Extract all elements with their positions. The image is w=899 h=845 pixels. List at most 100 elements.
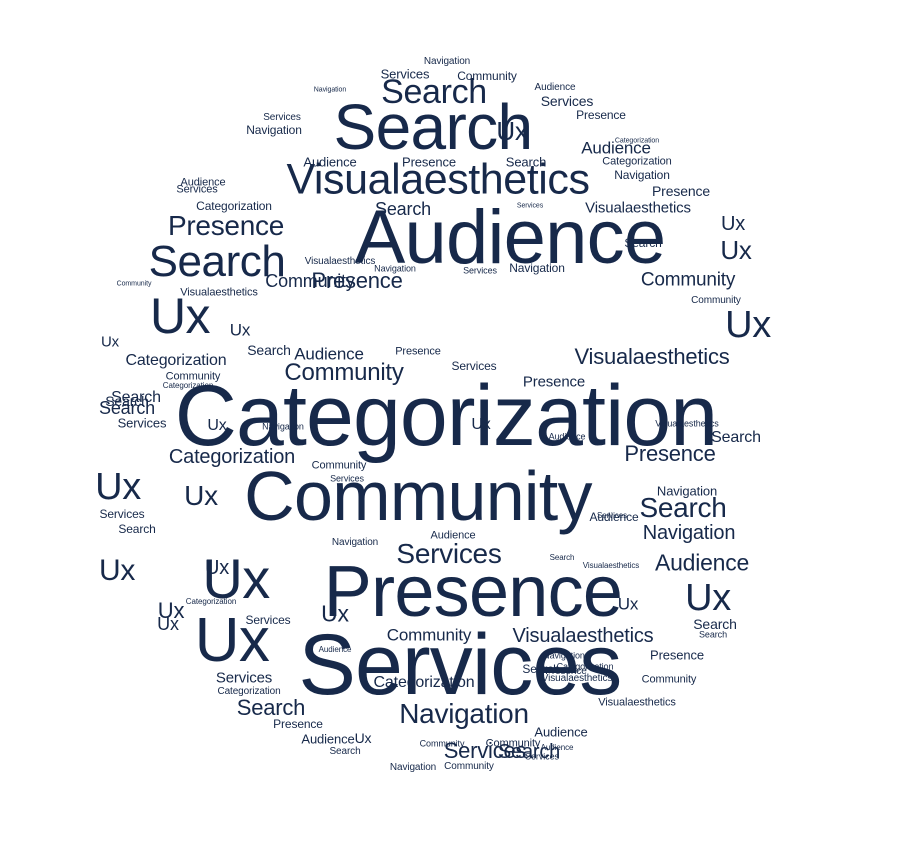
word-ux: Ux [202,547,270,610]
word-ux: Ux [720,235,752,265]
word-services: Services [463,265,497,276]
word-ux: Ux [98,554,136,587]
word-ux: Ux [149,288,211,344]
word-audience: Audience [303,154,357,170]
word-audience: Audience [534,724,588,740]
word-ux: Ux [617,594,639,614]
word-services: Services [451,359,497,373]
word-navigation: Navigation [374,263,416,274]
word-search: Search [699,629,727,640]
word-visualaesthetics: Visualaesthetics [180,286,258,299]
word-visualaesthetics: Visualaesthetics [574,344,730,369]
word-audience: Audience [318,645,352,654]
word-community: Community [244,457,592,535]
word-search: Search [111,389,161,406]
word-ux: Ux [725,304,771,346]
word-navigation: Navigation [389,762,437,773]
word-audience: Audience [534,82,576,93]
word-categorization: Categorization [162,381,214,390]
word-community: Community [444,761,494,772]
word-services: Services [215,669,273,687]
word-search: Search [118,522,156,536]
word-ux: Ux [207,417,227,434]
word-search: Search [99,398,155,418]
word-community: Community [640,269,736,291]
word-services: Services [540,93,594,109]
word-navigation: Navigation [656,483,718,499]
word-services: Services [99,507,145,521]
word-navigation: Navigation [423,56,471,67]
word-services: Services [117,415,167,431]
word-categorization: Categorization [168,446,296,468]
word-ux: Ux [204,557,230,579]
word-audience: Audience [581,138,651,158]
word-services: Services [263,112,301,123]
word-services: Services [176,183,218,196]
word-community: Community [691,295,741,306]
word-community: Community [165,370,221,383]
word-navigation: Navigation [509,261,565,275]
word-search: Search [236,695,306,720]
word-presence: Presence [167,210,285,241]
word-ux: Ux [194,606,270,675]
word-presence: Presence [650,647,704,663]
word-search: Search [375,199,431,219]
word-visualaesthetics: Visualaesthetics [582,561,640,570]
word-presence: Presence [624,441,716,466]
word-audience: Audience [180,176,226,189]
word-services: Services [516,202,544,210]
word-presence: Presence [395,345,441,358]
word-navigation: Navigation [399,698,529,729]
word-audience: Audience [301,731,355,747]
word-visualaesthetics: Visualaesthetics [286,155,590,204]
word-visualaesthetics: Visualaesthetics [304,256,376,267]
word-audience: Audience [589,510,639,524]
word-ux: Ux [685,577,731,619]
word-search: Search [333,91,534,163]
word-ux: Ux [354,730,372,746]
word-navigation: Navigation [262,421,304,432]
word-audience: Audience [540,743,574,752]
word-ux: Ux [496,116,528,146]
word-search: Search [497,741,561,763]
word-services: Services [525,751,559,762]
word-services: Services [596,511,628,520]
word-search: Search [247,342,291,358]
word-ux: Ux [321,600,349,627]
word-presence: Presence [545,666,587,677]
word-community: Community [386,625,472,645]
word-ux: Ux [100,333,120,351]
word-ux: Ux [95,466,141,508]
word-community: Community [485,737,541,750]
word-search: Search [522,662,560,676]
word-search: Search [693,616,737,632]
word-search: Search [105,393,149,409]
word-community: Community [419,738,465,749]
word-ux: Ux [471,416,491,433]
word-navigation: Navigation [313,86,347,94]
word-categorization: Categorization [196,199,272,213]
word-presence: Presence [273,717,323,731]
word-services: Services [245,613,291,627]
word-ux: Ux [720,213,746,235]
word-community: Community [265,271,355,291]
word-categorization: Categorization [614,137,660,145]
word-navigation: Navigation [246,123,302,137]
word-community: Community [311,459,367,472]
word-search: Search [711,429,761,446]
word-ux: Ux [229,320,251,340]
word-search: Search [148,237,286,286]
word-navigation: Navigation [642,522,736,544]
word-community: Community [284,359,404,386]
word-presence: Presence [522,373,586,391]
word-search: Search [549,553,575,562]
word-categorization: Categorization [602,155,672,168]
word-ux: Ux [157,598,185,623]
word-presence: Presence [323,552,623,632]
word-visualaesthetics: Visualaesthetics [541,673,613,684]
word-presence: Presence [576,108,626,122]
word-visualaesthetics: Visualaesthetics [598,696,676,709]
word-ux: Ux [157,614,179,634]
word-navigation: Navigation [543,650,585,661]
